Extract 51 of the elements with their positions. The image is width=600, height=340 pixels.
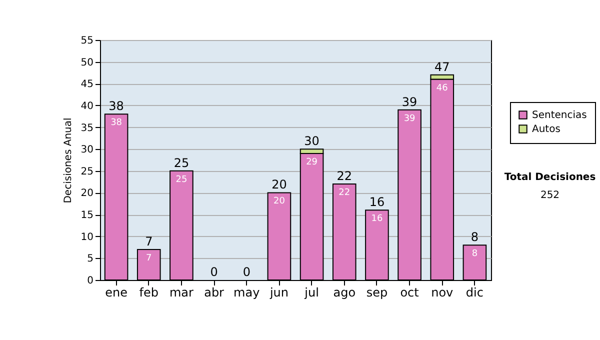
y-tick-label: 30	[80, 144, 94, 156]
y-tick-label: 10	[80, 232, 94, 243]
data-label: 38	[110, 118, 122, 128]
total-label: 38	[108, 99, 124, 114]
x-tick-label: oct	[400, 286, 420, 300]
total-label: 47	[434, 60, 450, 74]
y-tick-label: 5	[87, 254, 94, 265]
y-tick-label: 25	[80, 166, 94, 178]
data-label: 29	[306, 157, 318, 168]
data-label: 46	[436, 83, 448, 94]
total-label: 22	[336, 169, 352, 183]
text: Total Decisiones	[503, 172, 597, 183]
y-tick-label: 40	[80, 100, 94, 112]
y-tick-label: 50	[80, 57, 94, 68]
x-tick-label: dic	[466, 286, 484, 300]
y-tick-label: 0	[87, 276, 94, 286]
data-label: 25	[176, 174, 188, 185]
data-label: 8	[472, 249, 478, 260]
data-label: 20	[273, 196, 286, 207]
x-tick-label: mar	[169, 286, 194, 300]
text: 252	[539, 190, 561, 201]
x-tick-label: feb	[139, 286, 158, 300]
x-tick-label: may	[234, 286, 260, 300]
total-label: 25	[174, 156, 190, 170]
legend-label: Autos	[532, 124, 560, 135]
x-tick-label: jun	[268, 286, 288, 300]
y-tick-label: 55	[80, 36, 94, 46]
total-label: 30	[304, 134, 320, 148]
data-label: 16	[371, 214, 383, 224]
total-label: 0	[210, 265, 218, 279]
x-tick-label: ene	[105, 286, 128, 300]
total-label: 16	[369, 195, 385, 210]
y-tick-label: 20	[80, 188, 94, 200]
y-axis-title: Decisiones Anual	[62, 118, 74, 204]
x-tick-label: ago	[333, 286, 356, 300]
data-label: 39	[404, 114, 416, 124]
total-label: 7	[145, 234, 153, 248]
legend-label: Sentencias	[532, 110, 587, 121]
total-label: 0	[242, 265, 250, 279]
y-tick-label: 35	[80, 122, 94, 134]
total-label: 8	[470, 230, 479, 244]
total-label: 39	[402, 94, 418, 109]
x-tick-label: abr	[204, 286, 224, 300]
x-tick-label: nov	[431, 286, 454, 300]
data-label: 22	[338, 188, 350, 198]
x-tick-label: sep	[366, 286, 388, 300]
data-label: 7	[146, 253, 152, 264]
total-label: 20	[272, 178, 287, 192]
y-tick-label: 15	[80, 210, 94, 222]
y-tick-label: 45	[80, 79, 94, 90]
x-tick-label: jul	[304, 286, 319, 300]
